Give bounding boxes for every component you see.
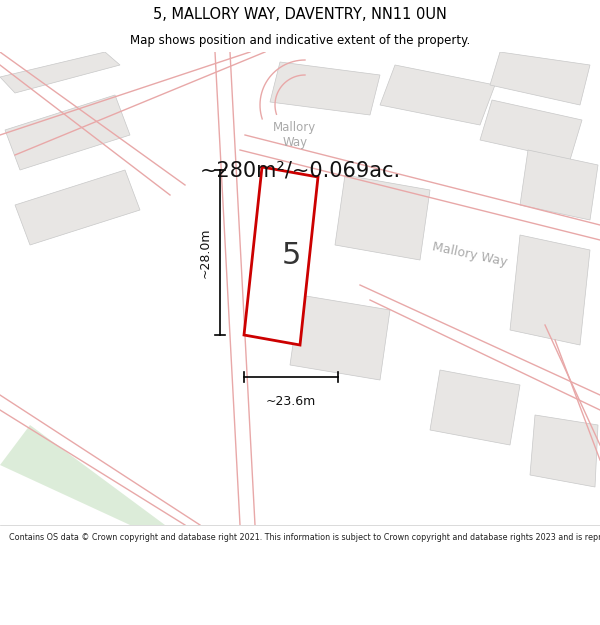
Text: 5, MALLORY WAY, DAVENTRY, NN11 0UN: 5, MALLORY WAY, DAVENTRY, NN11 0UN: [153, 7, 447, 22]
Polygon shape: [520, 150, 598, 220]
Polygon shape: [335, 175, 430, 260]
Text: ~280m²/~0.069ac.: ~280m²/~0.069ac.: [200, 160, 401, 180]
Polygon shape: [5, 95, 130, 170]
Polygon shape: [0, 425, 165, 525]
Text: ~23.6m: ~23.6m: [266, 395, 316, 408]
Polygon shape: [290, 295, 390, 380]
Text: Mallory
Way: Mallory Way: [274, 121, 317, 149]
Polygon shape: [270, 62, 380, 115]
Polygon shape: [244, 167, 318, 345]
Polygon shape: [480, 100, 582, 160]
Polygon shape: [15, 170, 140, 245]
Text: Contains OS data © Crown copyright and database right 2021. This information is : Contains OS data © Crown copyright and d…: [9, 533, 600, 542]
Polygon shape: [490, 52, 590, 105]
Text: ~28.0m: ~28.0m: [199, 228, 212, 278]
Polygon shape: [510, 235, 590, 345]
Text: Mallory Way: Mallory Way: [431, 241, 509, 269]
Text: 5: 5: [281, 241, 301, 271]
Polygon shape: [380, 65, 495, 125]
Text: Map shows position and indicative extent of the property.: Map shows position and indicative extent…: [130, 34, 470, 47]
Polygon shape: [0, 52, 120, 93]
Polygon shape: [430, 370, 520, 445]
Polygon shape: [530, 415, 598, 487]
